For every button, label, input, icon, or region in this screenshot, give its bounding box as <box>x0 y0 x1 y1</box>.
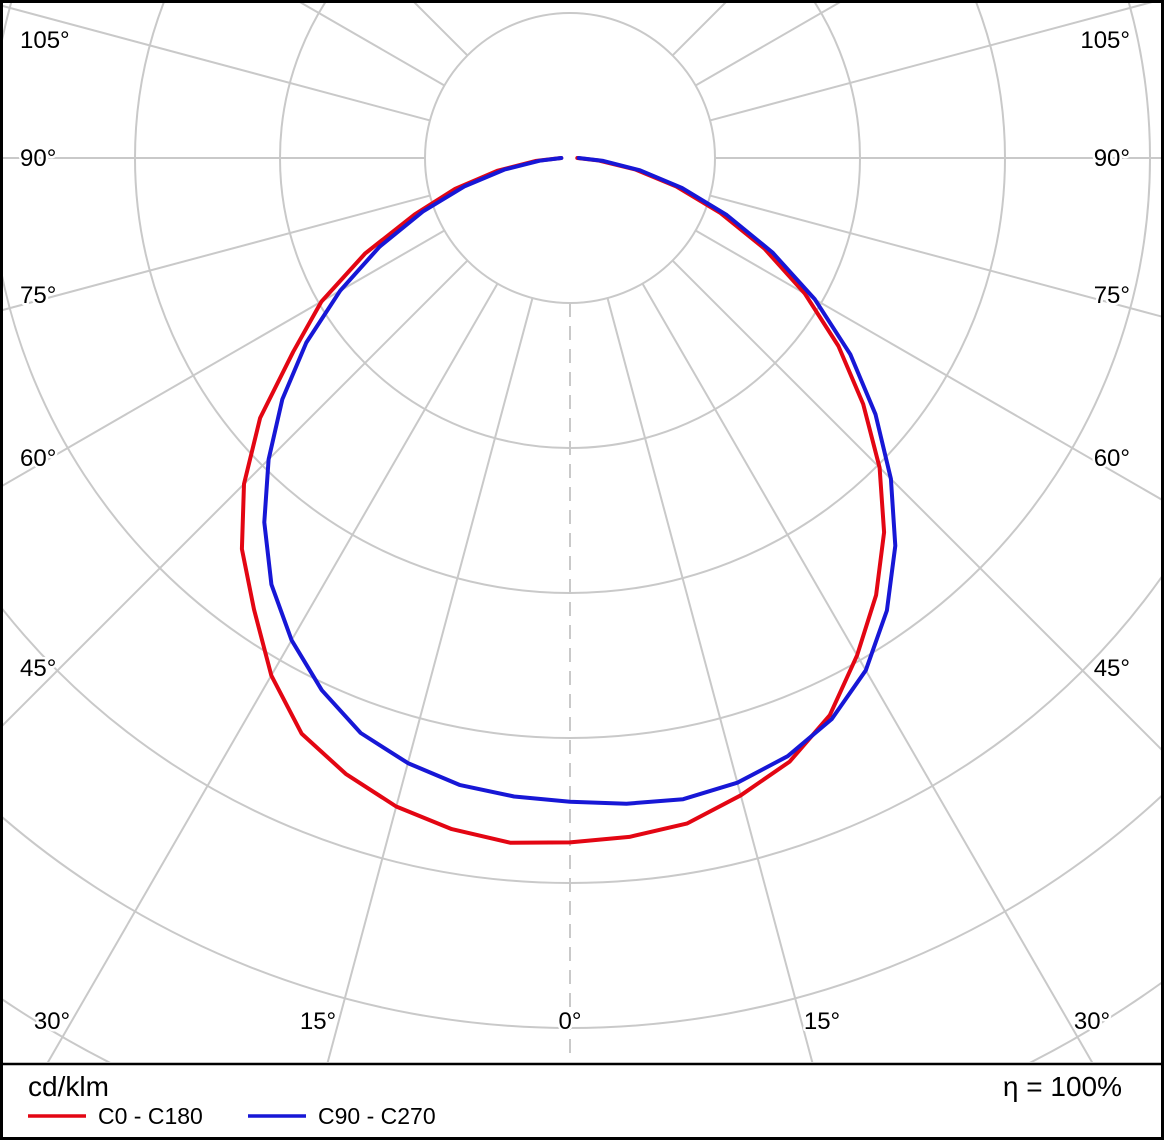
angle-label-right-105: 105° <box>1080 27 1130 54</box>
angle-label-bottom-0: 0° <box>559 1008 582 1035</box>
curve-c0-c180 <box>239 156 887 845</box>
grid-spoke <box>3 194 431 311</box>
grid-spoke <box>3 229 445 487</box>
angle-label-left-60: 60° <box>20 445 56 472</box>
grid-spoke <box>326 297 534 1062</box>
grid-spoke <box>606 297 814 1062</box>
grid-spoke <box>641 283 1094 1062</box>
grid-spoke <box>709 194 1161 318</box>
grid-spoke <box>695 229 1161 501</box>
grid-ring <box>3 794 1161 1029</box>
grid-spoke <box>3 259 469 727</box>
legend-label-c90-c270: C90 - C270 <box>318 1103 436 1129</box>
angle-label-right-60: 60° <box>1094 445 1130 472</box>
units-label: cd/klm <box>28 1071 109 1102</box>
curve-c90-c270 <box>262 156 898 806</box>
angle-label-bottom-15l: 15° <box>300 1008 336 1035</box>
angle-label-right-90: 90° <box>1094 145 1130 172</box>
angle-label-right-45: 45° <box>1094 655 1130 682</box>
angle-label-left-90: 90° <box>20 145 56 172</box>
efficiency-label: η = 100% <box>1003 1071 1122 1102</box>
grid-spoke <box>413 3 469 57</box>
grid-spoke <box>46 283 499 1062</box>
legend-label-c0-c180: C0 - C180 <box>98 1103 203 1129</box>
angle-label-right-75: 75° <box>1094 282 1130 309</box>
angle-label-left-45: 45° <box>20 655 56 682</box>
angle-label-bottom-15r: 15° <box>804 1008 840 1035</box>
angle-label-left-105: 105° <box>20 27 70 54</box>
grid-ring <box>3 3 1151 739</box>
intensity-curves <box>239 156 898 845</box>
grid-spoke <box>671 259 1161 751</box>
grid-spoke <box>709 3 1153 122</box>
grid-spoke <box>3 5 431 122</box>
angle-label-left-75: 75° <box>20 282 56 309</box>
angle-label-bottom-30l: 30° <box>34 1008 70 1035</box>
grid-ring <box>3 576 1161 884</box>
grid-ring <box>424 12 716 304</box>
angle-label-bottom-30r: 30° <box>1074 1008 1110 1035</box>
